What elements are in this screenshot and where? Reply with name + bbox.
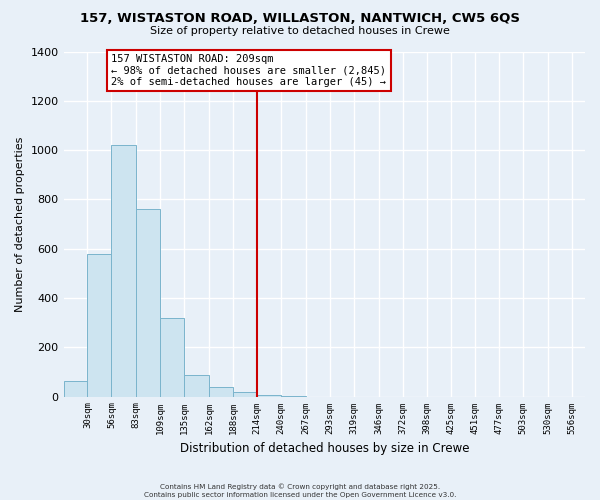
Text: Contains HM Land Registry data © Crown copyright and database right 2025.
Contai: Contains HM Land Registry data © Crown c… <box>144 484 456 498</box>
Bar <box>136 209 160 396</box>
Bar <box>184 375 209 396</box>
Y-axis label: Number of detached properties: Number of detached properties <box>15 136 25 312</box>
Bar <box>160 318 184 396</box>
X-axis label: Distribution of detached houses by size in Crewe: Distribution of detached houses by size … <box>179 442 469 455</box>
Text: 157 WISTASTON ROAD: 209sqm
← 98% of detached houses are smaller (2,845)
2% of se: 157 WISTASTON ROAD: 209sqm ← 98% of deta… <box>112 54 386 87</box>
Text: Size of property relative to detached houses in Crewe: Size of property relative to detached ho… <box>150 26 450 36</box>
Bar <box>233 392 257 396</box>
Bar <box>112 145 136 397</box>
Bar <box>209 386 233 396</box>
Text: 157, WISTASTON ROAD, WILLASTON, NANTWICH, CW5 6QS: 157, WISTASTON ROAD, WILLASTON, NANTWICH… <box>80 12 520 26</box>
Bar <box>88 254 112 396</box>
Bar <box>64 380 88 396</box>
